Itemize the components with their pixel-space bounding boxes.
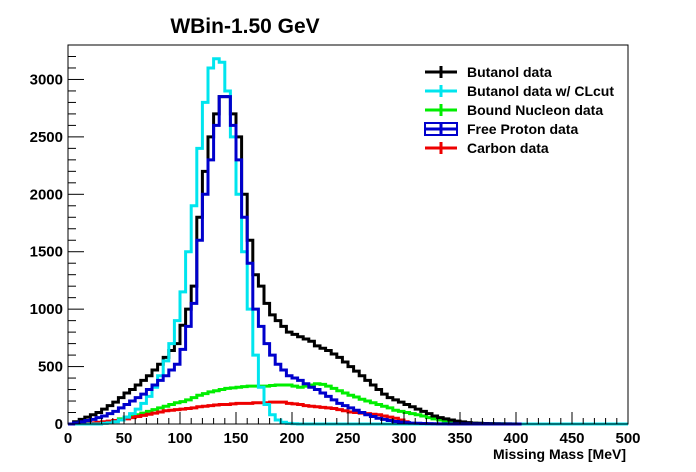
x-tick-label: 50 [116, 430, 133, 447]
x-tick-label: 0 [64, 430, 72, 447]
legend-item: Carbon data [425, 140, 549, 156]
legend-label: Bound Nucleon data [467, 102, 603, 118]
legend-label: Carbon data [467, 140, 549, 156]
x-tick-label: 350 [447, 430, 472, 447]
y-axis: 0 500 1000 1500 2000 2500 3000 [30, 44, 84, 433]
legend-label: Butanol data w/ CLcut [467, 83, 614, 99]
y-tick-label: 500 [38, 359, 63, 376]
legend-label: Butanol data [467, 64, 552, 80]
x-axis: 0 50 100 150 200 250 300 350 400 450 500 [64, 412, 641, 447]
legend-item: Butanol data w/ CLcut [425, 83, 614, 99]
y-tick-label: 1500 [30, 244, 63, 261]
x-tick-label: 500 [615, 430, 640, 447]
legend-item: Bound Nucleon data [425, 102, 603, 118]
chart-title: WBin-1.50 GeV [170, 15, 319, 38]
x-tick-label: 400 [503, 430, 528, 447]
legend-label: Free Proton data [467, 121, 578, 137]
legend-item: Butanol data [425, 64, 552, 80]
series-line-2 [68, 382, 522, 426]
x-axis-title: Missing Mass [MeV] [493, 446, 626, 462]
y-tick-label: 1000 [30, 301, 63, 318]
x-tick-label: 300 [391, 430, 416, 447]
y-tick-label: 2000 [30, 186, 63, 203]
legend-item: Free Proton data [424, 121, 578, 137]
y-tick-label: 0 [55, 416, 63, 433]
x-tick-label: 200 [279, 430, 304, 447]
series-line-0 [68, 95, 522, 426]
y-tick-label: 3000 [30, 71, 63, 88]
x-tick-label: 450 [559, 430, 584, 447]
legend: Butanol data Butanol data w/ CLcut Bound N… [424, 64, 614, 156]
x-tick-label: 100 [167, 430, 192, 447]
x-tick-label: 150 [223, 430, 248, 447]
x-tick-label: 250 [335, 430, 360, 447]
y-tick-label: 2500 [30, 129, 63, 146]
